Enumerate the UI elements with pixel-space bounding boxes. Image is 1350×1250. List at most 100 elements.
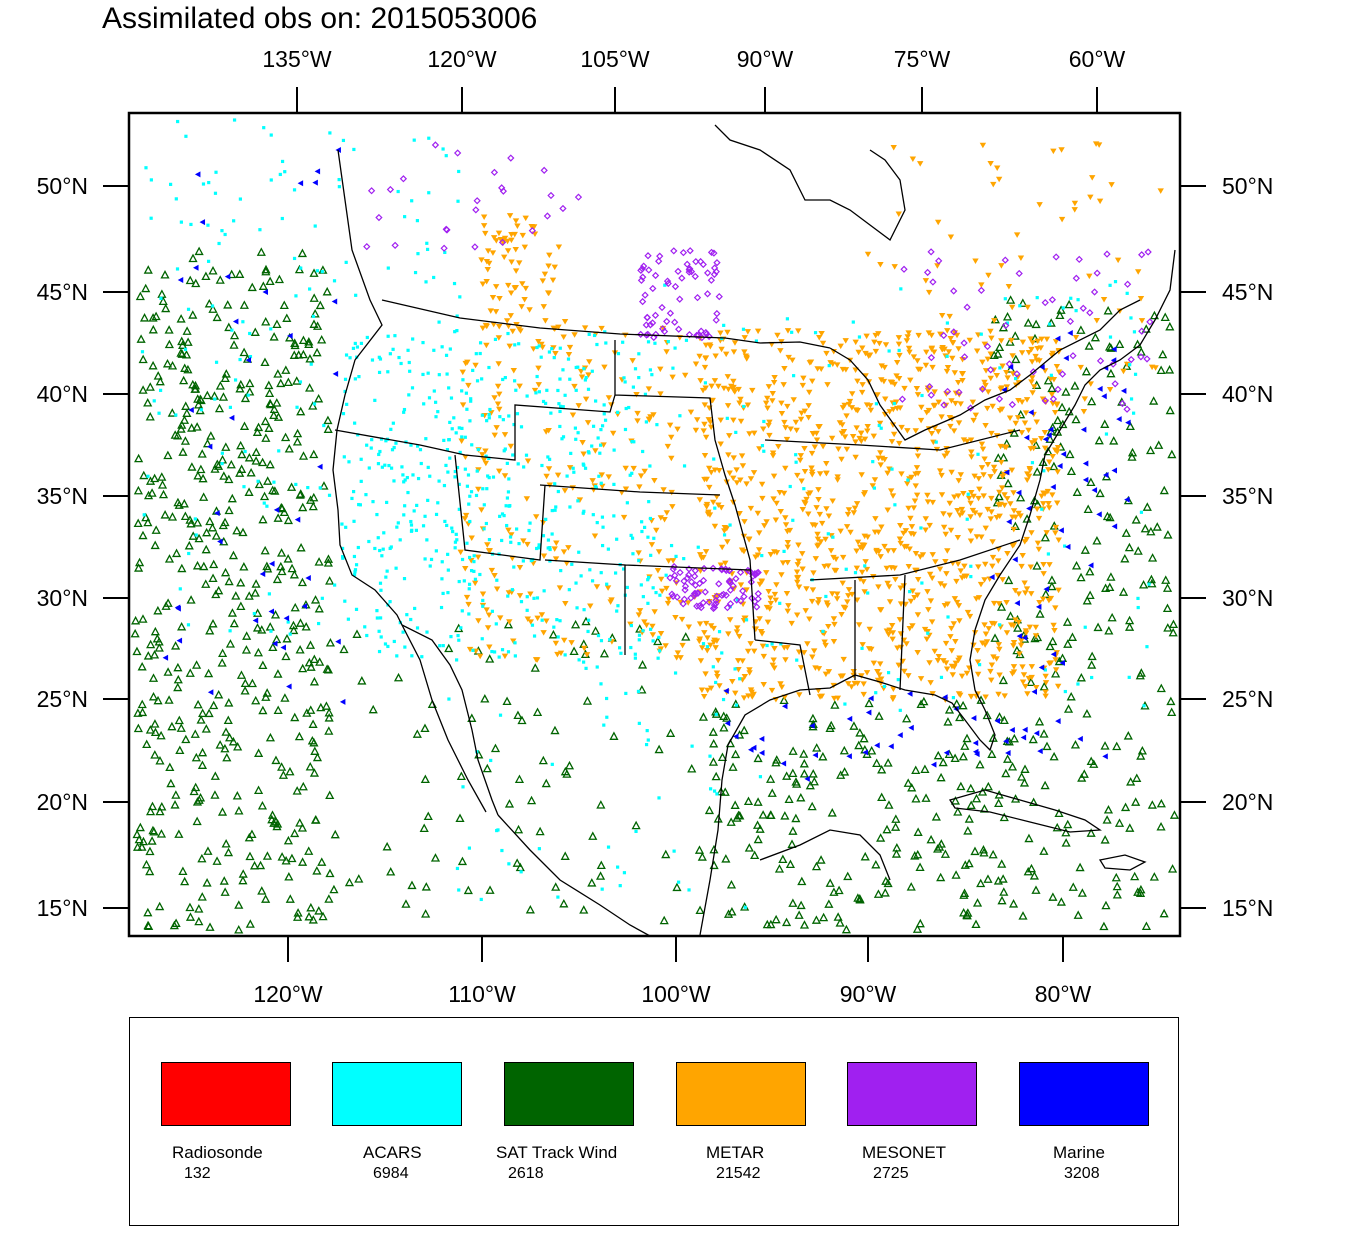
- observation-marker-acars: [576, 431, 580, 435]
- observation-marker-sat: [145, 411, 155, 421]
- observation-marker-metar: [702, 355, 709, 362]
- baja-coastline: [401, 624, 487, 813]
- observation-marker-meso: [754, 589, 762, 598]
- observation-marker-acars: [344, 353, 349, 357]
- observation-marker-meso: [472, 206, 480, 214]
- observation-marker-sat: [155, 901, 165, 911]
- observation-marker-sat: [841, 924, 851, 934]
- observation-marker-sat: [229, 618, 239, 628]
- observation-marker-sat: [226, 459, 236, 469]
- observation-marker-sat: [1045, 641, 1055, 651]
- observation-marker-sat: [1149, 310, 1160, 320]
- observation-marker-sat: [1167, 707, 1177, 716]
- observation-marker-sat: [1100, 741, 1110, 750]
- observation-marker-meso: [753, 603, 761, 611]
- observation-marker-sat: [514, 774, 525, 784]
- observation-marker-sat: [1100, 835, 1110, 844]
- observation-marker-sat: [259, 491, 270, 501]
- observation-marker-sat: [193, 699, 203, 709]
- observation-marker-metar: [967, 528, 974, 535]
- observation-marker-acars: [595, 520, 599, 525]
- observation-marker-acars: [396, 521, 400, 525]
- observation-marker-sat: [221, 442, 231, 451]
- observation-marker-metar: [692, 361, 700, 368]
- observation-marker-marine: [1026, 505, 1032, 512]
- observation-marker-sat: [133, 723, 143, 733]
- observation-marker-marine: [269, 560, 275, 567]
- observation-marker-sat: [148, 324, 158, 334]
- observation-marker-acars: [583, 378, 587, 382]
- observation-marker-acars: [720, 651, 724, 655]
- observation-marker-acars: [469, 569, 474, 573]
- observation-marker-meso: [693, 293, 702, 302]
- observation-marker-acars: [434, 549, 438, 553]
- observation-marker-sat: [659, 915, 669, 925]
- observation-marker-acars: [920, 393, 924, 398]
- observation-marker-metar: [783, 591, 791, 597]
- observation-marker-sat: [430, 853, 441, 862]
- observation-marker-sat: [1105, 512, 1115, 522]
- hudson-bay-coast: [714, 124, 906, 241]
- observation-marker-metar: [967, 538, 975, 544]
- observation-marker-metar: [890, 548, 897, 554]
- observation-marker-metar: [507, 313, 514, 319]
- observation-marker-sat: [1112, 741, 1122, 751]
- observation-marker-acars: [453, 330, 457, 334]
- observation-marker-acars: [486, 474, 490, 478]
- observation-marker-metar: [583, 652, 591, 658]
- observation-marker-acars: [462, 579, 466, 583]
- observation-marker-sat: [310, 308, 320, 318]
- observation-marker-acars: [232, 118, 237, 122]
- observation-marker-meso: [528, 227, 536, 235]
- observation-marker-sat: [182, 408, 192, 417]
- hispaniola-coastline: [1098, 854, 1147, 871]
- observation-marker-metar: [771, 646, 778, 652]
- observation-marker-sat: [232, 525, 242, 535]
- observation-marker-metar: [560, 637, 568, 644]
- observation-marker-sat: [874, 711, 884, 720]
- observation-marker-sat: [237, 449, 247, 459]
- observation-marker-acars: [447, 438, 451, 442]
- observation-marker-metar: [979, 446, 987, 453]
- observation-marker-metar: [874, 677, 882, 684]
- observation-marker-acars: [450, 427, 454, 431]
- observation-marker-metar: [512, 247, 519, 253]
- observation-marker-sat: [150, 473, 160, 483]
- observation-marker-sat: [1093, 622, 1103, 632]
- observation-marker-metar: [734, 658, 742, 664]
- observation-marker-acars: [762, 419, 766, 424]
- observation-marker-metar: [591, 533, 599, 539]
- observation-marker-metar: [512, 268, 520, 274]
- observation-marker-sat: [135, 822, 145, 832]
- observation-marker-sat: [983, 781, 993, 791]
- observation-marker-metar: [949, 672, 956, 678]
- observation-marker-metar: [925, 607, 932, 613]
- observation-marker-metar: [861, 436, 869, 443]
- observation-marker-metar: [991, 318, 998, 324]
- observation-marker-acars: [252, 611, 256, 616]
- observation-marker-metar: [845, 507, 853, 513]
- observation-marker-sat: [164, 325, 174, 334]
- observation-marker-acars: [441, 591, 445, 596]
- observation-marker-metar: [747, 476, 755, 482]
- observation-marker-acars: [392, 445, 396, 450]
- observation-marker-sat: [1168, 627, 1178, 637]
- observation-marker-metar: [1052, 524, 1060, 531]
- observation-marker-acars: [388, 600, 392, 604]
- observation-marker-acars: [410, 654, 414, 658]
- observation-marker-metar: [651, 478, 658, 484]
- observation-marker-acars: [534, 391, 538, 395]
- legend-label-sat-track-wind: SAT Track Wind: [496, 1143, 618, 1162]
- observation-marker-acars: [337, 185, 341, 189]
- observation-marker-metar: [999, 474, 1006, 480]
- observation-marker-meso: [695, 579, 704, 588]
- observation-marker-metar: [754, 510, 762, 517]
- observation-marker-acars: [545, 388, 549, 392]
- observation-marker-sat: [808, 769, 818, 778]
- observation-marker-sat: [971, 919, 981, 929]
- observation-map: 135°W 120°W 105°W 90°W 75°W 60°W 120°W 1…: [37, 46, 1274, 1007]
- observation-marker-sat: [978, 845, 989, 854]
- observation-marker-sat: [305, 640, 316, 649]
- observation-marker-sat: [526, 795, 537, 805]
- observation-marker-acars: [603, 330, 607, 334]
